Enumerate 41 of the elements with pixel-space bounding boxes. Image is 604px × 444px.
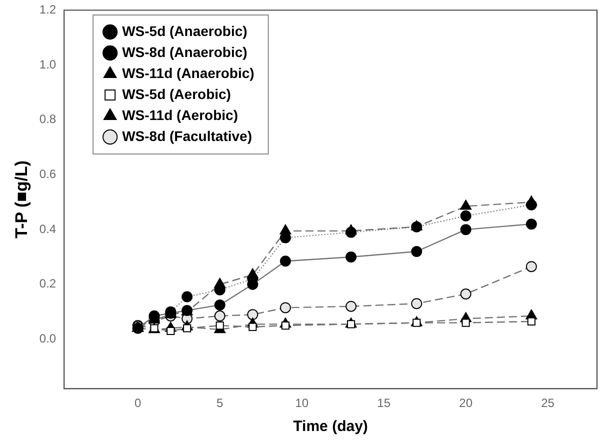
point: [526, 199, 537, 210]
y-tick-label: 0.8: [39, 112, 56, 126]
point: [462, 318, 470, 327]
legend-label: WS-8d (Anaerobic): [122, 44, 248, 60]
point: [214, 299, 226, 310]
legend-label: WS-11d (Aerobic): [122, 106, 238, 123]
point: [214, 310, 226, 322]
point: [460, 210, 472, 222]
y-tick-label: 1.2: [39, 2, 56, 17]
x-axis-title: Time (day): [293, 418, 368, 436]
legend-label: WS-8d (Facultative): [122, 128, 252, 144]
point: [346, 251, 357, 262]
point: [346, 300, 357, 312]
point: [460, 224, 472, 236]
y-tick-label: 0.0: [39, 332, 56, 346]
legend-label: WS-11d (Anaerobic): [122, 64, 254, 81]
point: [216, 322, 224, 330]
point: [411, 246, 422, 257]
legend-label: WS-5d (Anaerobic): [122, 22, 248, 39]
x-tick-label: 10: [295, 396, 309, 410]
y-tick-label: 0.2: [39, 276, 56, 291]
y-tick-label: 0.6: [39, 167, 56, 182]
point: [247, 309, 258, 320]
y-axis-title: T-P (■g/L): [12, 160, 31, 238]
point: [526, 261, 537, 272]
point: [460, 288, 472, 300]
point: [182, 291, 193, 302]
legend-label: WS-5d (Aerobic): [122, 86, 231, 102]
point: [346, 226, 357, 238]
y-tick-label: 1.0: [39, 57, 56, 72]
point: [280, 256, 291, 267]
x-tick-label: 5: [216, 396, 224, 410]
y-tick-label: 0.4: [39, 222, 56, 236]
x-tick-label: 20: [459, 396, 473, 410]
point: [526, 218, 537, 230]
point: [280, 302, 291, 314]
x-tick-label: 25: [541, 396, 555, 410]
point: [411, 298, 422, 310]
x-tick-label: 15: [377, 396, 391, 410]
x-tick-label: 0: [134, 396, 142, 410]
point: [460, 200, 472, 210]
